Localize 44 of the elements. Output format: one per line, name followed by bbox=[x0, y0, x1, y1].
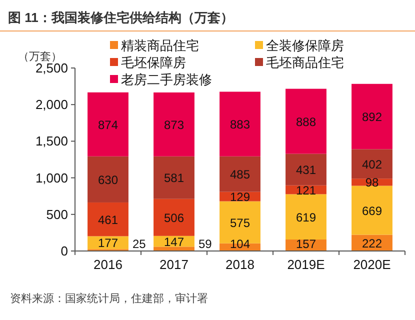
data-label: 431 bbox=[296, 163, 316, 178]
y-tick-label: 1,000 bbox=[35, 170, 68, 186]
y-tick-label: 2,000 bbox=[35, 97, 68, 112]
data-label: 669 bbox=[362, 204, 382, 218]
y-tick-label: 2,500 bbox=[35, 60, 68, 76]
legend-label: 毛坯商品住宅 bbox=[266, 55, 344, 70]
data-label: 506 bbox=[164, 210, 184, 225]
data-label: 873 bbox=[164, 118, 184, 132]
x-tick-label: 2020E bbox=[353, 257, 392, 272]
data-label: 402 bbox=[362, 157, 382, 172]
data-label: 147 bbox=[164, 234, 184, 249]
y-axis-title: （万套） bbox=[18, 51, 62, 63]
data-label: 619 bbox=[296, 210, 316, 224]
legend-label: 毛坯保障房 bbox=[121, 55, 186, 70]
data-label: 121 bbox=[296, 183, 316, 198]
x-tick-label: 2019E bbox=[287, 257, 326, 272]
data-label: 892 bbox=[362, 110, 382, 124]
data-label: 177 bbox=[98, 236, 118, 250]
data-label: 222 bbox=[362, 236, 382, 250]
data-label: 59 bbox=[198, 237, 212, 251]
y-tick-label: 500 bbox=[46, 206, 68, 222]
y-tick-label: 0 bbox=[60, 244, 68, 258]
data-label: 630 bbox=[98, 172, 118, 187]
data-label: 874 bbox=[98, 118, 118, 132]
data-label: 883 bbox=[230, 118, 250, 132]
data-label: 157 bbox=[296, 237, 316, 251]
text: 资料来源：国家统计局，住建部，审计署 bbox=[10, 292, 208, 305]
data-label: 461 bbox=[98, 212, 118, 227]
data-label: 98 bbox=[365, 176, 379, 190]
x-tick-label: 2017 bbox=[160, 257, 188, 272]
legend-label: 全装修保障房 bbox=[266, 38, 344, 53]
data-label: 129 bbox=[230, 190, 250, 204]
y-tick-label: 1,500 bbox=[35, 134, 68, 149]
chart-title: 图 11：我国装修住宅供给结构（万套） bbox=[8, 10, 234, 25]
x-tick-label: 2018 bbox=[226, 257, 254, 272]
data-label: 25 bbox=[132, 237, 146, 251]
legend-label: 老房二手房装修 bbox=[121, 72, 212, 87]
data-label: 575 bbox=[230, 216, 250, 230]
data-label: 485 bbox=[230, 168, 250, 182]
data-label: 104 bbox=[230, 237, 250, 251]
data-label: 888 bbox=[296, 114, 316, 129]
legend-label: 精装商品住宅 bbox=[121, 38, 199, 53]
data-label: 581 bbox=[164, 171, 184, 186]
x-tick-label: 2016 bbox=[94, 257, 122, 272]
